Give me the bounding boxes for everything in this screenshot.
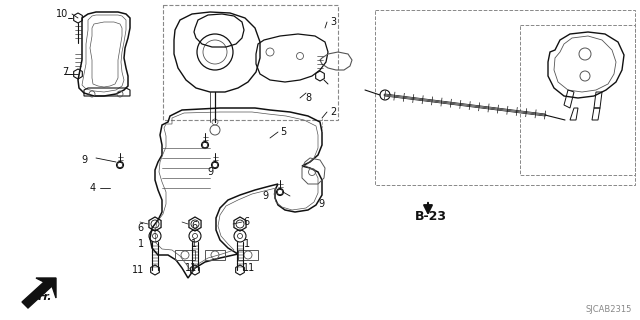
Polygon shape — [22, 278, 56, 308]
Text: 8: 8 — [305, 93, 311, 103]
Text: 1: 1 — [191, 239, 197, 249]
Text: Fr.: Fr. — [38, 292, 52, 302]
Text: SJCAB2315: SJCAB2315 — [586, 305, 632, 314]
Text: 7: 7 — [61, 67, 68, 77]
Text: 2: 2 — [330, 107, 336, 117]
Text: 1: 1 — [244, 239, 250, 249]
Text: 11: 11 — [132, 265, 144, 275]
Text: 1: 1 — [138, 239, 144, 249]
Text: 9: 9 — [82, 155, 88, 165]
Text: 3: 3 — [330, 17, 336, 27]
Text: B-23: B-23 — [415, 210, 447, 223]
Text: 9: 9 — [318, 199, 324, 209]
Bar — [163, 5, 338, 120]
Text: 9: 9 — [262, 191, 268, 201]
Bar — [520, 25, 635, 175]
Text: 6: 6 — [138, 223, 144, 233]
Text: 9: 9 — [207, 167, 213, 177]
Text: 11: 11 — [185, 263, 197, 273]
Text: 11: 11 — [243, 263, 255, 273]
Text: 10: 10 — [56, 9, 68, 19]
Bar — [375, 10, 635, 185]
Text: 6: 6 — [244, 217, 250, 227]
Text: 6: 6 — [191, 221, 197, 231]
Text: 5: 5 — [280, 127, 286, 137]
Text: 4: 4 — [90, 183, 96, 193]
